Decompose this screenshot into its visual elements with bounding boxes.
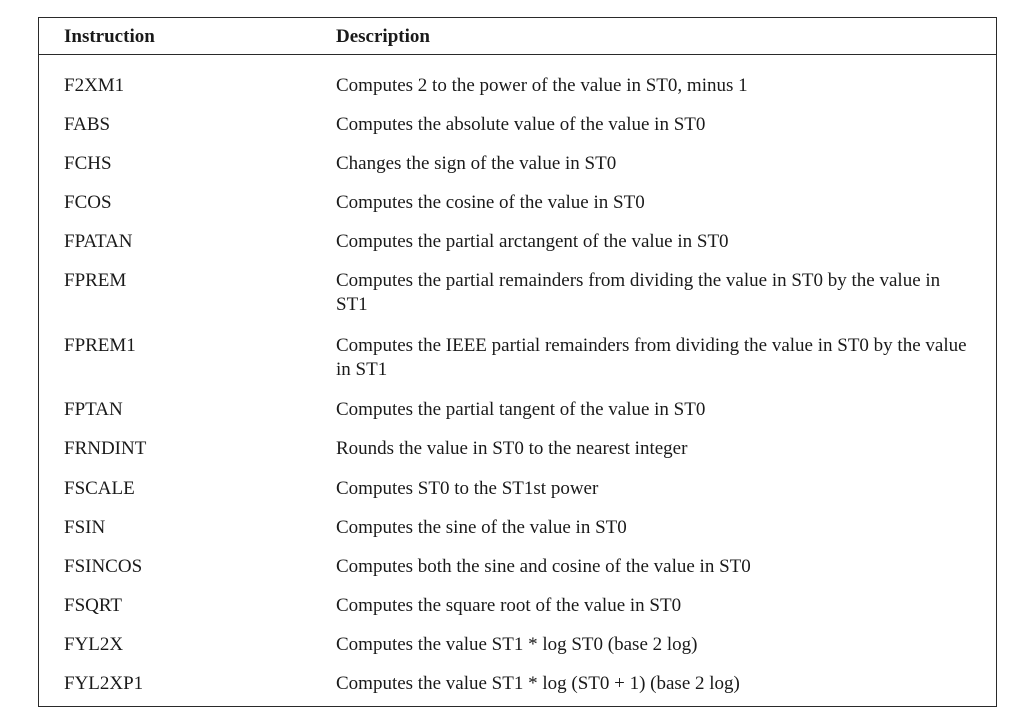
description-cell: Rounds the value in ST0 to the nearest i… <box>336 438 688 459</box>
instruction-cell: FPREM <box>64 270 127 291</box>
description-cell: Computes the value ST1 * log (ST0 + 1) (… <box>336 673 740 694</box>
instruction-cell: FABS <box>64 114 111 135</box>
table-header: Instruction Description <box>39 18 996 55</box>
description-cell: Computes the value ST1 * log ST0 (base 2… <box>336 634 698 655</box>
description-cell: Computes the square root of the value in… <box>336 595 682 616</box>
instruction-cell: FYL2X <box>64 634 124 655</box>
instruction-cell: FYL2XP1 <box>64 673 144 694</box>
description-cell: Computes the IEEE partial remainders fro… <box>336 335 967 380</box>
instruction-cell: FSINCOS <box>64 556 143 577</box>
instruction-cell: FRNDINT <box>64 438 147 459</box>
description-cell: Computes 2 to the power of the value in … <box>336 75 748 96</box>
description-cell: Computes both the sine and cosine of the… <box>336 556 751 577</box>
instruction-cell: FSIN <box>64 517 106 538</box>
instruction-cell: FCHS <box>64 153 112 174</box>
instruction-cell: FSCALE <box>64 478 135 499</box>
instruction-cell: F2XM1 <box>64 75 125 96</box>
description-cell: Computes the sine of the value in ST0 <box>336 517 627 538</box>
instruction-cell: FSQRT <box>64 595 122 616</box>
description-cell: Computes the partial arctangent of the v… <box>336 231 729 252</box>
description-cell: Computes the absolute value of the value… <box>336 114 706 135</box>
instruction-cell: FPTAN <box>64 399 123 420</box>
instruction-cell: FCOS <box>64 192 112 213</box>
instruction-cell: FPATAN <box>64 231 133 252</box>
instruction-cell: FPREM1 <box>64 335 136 356</box>
header-instruction: Instruction <box>64 26 155 47</box>
description-cell: Computes the partial tangent of the valu… <box>336 399 706 420</box>
instruction-table: Instruction Description F2XM1 Computes 2… <box>38 17 997 707</box>
description-cell: Computes ST0 to the ST1st power <box>336 478 599 499</box>
description-cell: Changes the sign of the value in ST0 <box>336 153 617 174</box>
header-description: Description <box>336 26 430 47</box>
description-cell: Computes the partial remainders from div… <box>336 270 941 315</box>
description-cell: Computes the cosine of the value in ST0 <box>336 192 645 213</box>
